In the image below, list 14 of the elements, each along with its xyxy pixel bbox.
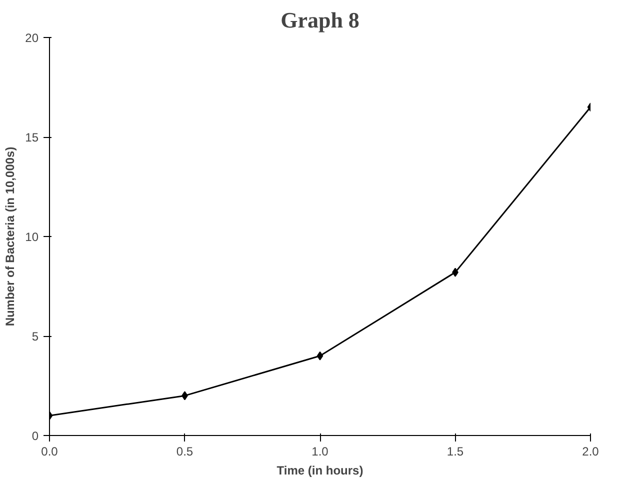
x-tick-label: 1.0 xyxy=(312,444,329,458)
y-tick-label: 5 xyxy=(32,330,39,344)
x-tick-label: 0.0 xyxy=(41,444,58,458)
y-tick-label: 0 xyxy=(32,429,39,443)
chart-title: Graph 8 xyxy=(280,8,360,32)
x-axis-title: Time (in hours) xyxy=(276,464,364,478)
y-tick-label: 10 xyxy=(25,230,39,244)
x-tick-label: 1.5 xyxy=(446,444,464,458)
y-axis-title: Number of Bacteria (in 10,000s) xyxy=(3,146,18,326)
y-tick-label: 15 xyxy=(25,130,39,144)
x-tick-label: 2.0 xyxy=(582,444,600,458)
y-tick-label: 20 xyxy=(25,31,39,45)
point xyxy=(316,351,324,360)
x-tick-label: 0.5 xyxy=(176,444,194,458)
